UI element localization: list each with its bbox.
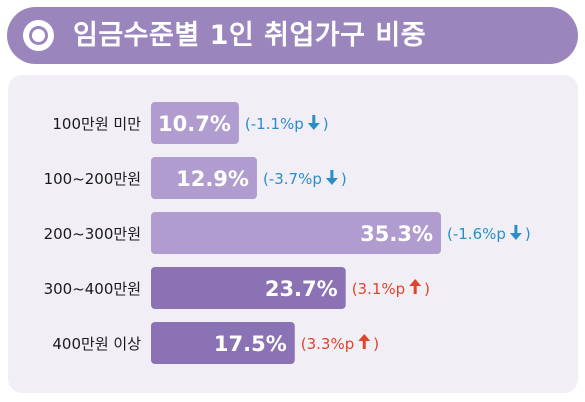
value-label: 12.9% — [176, 167, 249, 191]
bar — [151, 322, 295, 364]
change-label: (-3.7%p — [263, 170, 322, 188]
bar — [151, 212, 441, 254]
arrow-up-icon — [358, 334, 371, 349]
category-label: 100만원 미만 — [52, 115, 141, 133]
category-label: 200~300만원 — [44, 225, 141, 243]
change-close-paren: ) — [525, 225, 531, 243]
change-close-paren: ) — [424, 280, 430, 298]
arrow-down-icon — [307, 115, 320, 130]
bar — [151, 102, 239, 144]
change-label: (3.1%p — [352, 280, 405, 298]
bullet-circle-icon — [23, 20, 54, 51]
change-label: (3.3%p — [301, 335, 354, 353]
value-label: 10.7% — [158, 112, 231, 136]
change-close-paren: ) — [341, 170, 347, 188]
change-close-paren: ) — [373, 335, 379, 353]
value-label: 35.3% — [360, 222, 433, 246]
change-label: (-1.1%p — [245, 115, 304, 133]
bar — [151, 267, 346, 309]
category-label: 300~400만원 — [44, 280, 141, 298]
arrow-down-icon — [325, 170, 338, 185]
bar — [151, 157, 257, 199]
value-label: 17.5% — [214, 332, 287, 356]
value-label: 23.7% — [265, 277, 338, 301]
page-title: 임금수준별 1인 취업가구 비중 — [73, 20, 427, 51]
category-label: 400만원 이상 — [52, 335, 141, 353]
arrow-down-icon — [509, 225, 522, 240]
arrow-up-icon — [409, 279, 422, 294]
change-label: (-1.6%p — [447, 225, 506, 243]
title-bar: 임금수준별 1인 취업가구 비중 — [7, 7, 578, 64]
category-label: 100~200만원 — [44, 170, 141, 188]
change-close-paren: ) — [323, 115, 329, 133]
